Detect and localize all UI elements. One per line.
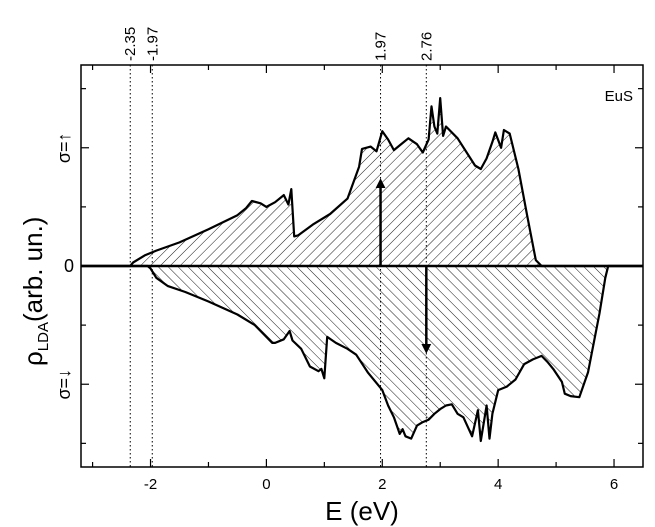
x-tick-label-0: -2 — [144, 476, 157, 493]
y-ticks — [81, 88, 643, 444]
x-tick-label-3: 4 — [494, 476, 502, 493]
zero-label: 0 — [64, 256, 74, 276]
spin-down-label: σ=↓ — [54, 369, 74, 400]
x-axis-label: E (eV) — [325, 496, 399, 526]
vline-labels: -2.35 -1.97 1.97 2.76 — [122, 27, 435, 61]
series-line-spin-down — [81, 264, 643, 443]
y-axis-subscript: LDA — [35, 322, 52, 351]
y-axis-label: ρLDA(arb. un.) — [18, 217, 52, 366]
x-tick-label-4: 6 — [610, 476, 618, 493]
vline-label-1: -1.97 — [144, 27, 161, 61]
series-area-spin-down — [81, 266, 643, 441]
vline-label-0: -2.35 — [122, 27, 139, 61]
series-area-spin-up — [81, 98, 643, 266]
x-ticks: -2 0 2 4 6 — [91, 65, 618, 493]
x-tick-label-1: 0 — [262, 476, 270, 493]
y-axis-unit: (arb. un.) — [18, 217, 48, 323]
material-label: EuS — [605, 88, 633, 105]
spin-up-label: σ=↑ — [54, 132, 74, 163]
arrow-layer — [375, 178, 432, 354]
y-axis-symbol: ρ — [18, 351, 48, 366]
vline-label-3: 2.76 — [418, 32, 435, 61]
vline-label-2: 1.97 — [373, 32, 390, 61]
svg-text:ρLDA(arb. un.): ρLDA(arb. un.) — [18, 217, 52, 366]
series-layer — [81, 97, 643, 443]
series-line-spin-up — [81, 97, 643, 268]
x-tick-label-2: 2 — [378, 476, 386, 493]
